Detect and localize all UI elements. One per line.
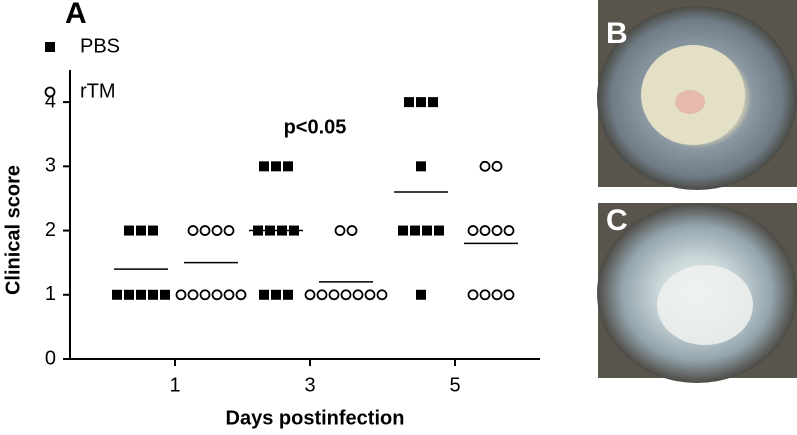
point xyxy=(148,289,158,300)
point xyxy=(283,161,293,172)
point xyxy=(112,289,122,300)
point xyxy=(124,289,134,300)
point xyxy=(223,289,235,301)
point xyxy=(428,97,438,108)
point xyxy=(491,289,503,301)
point xyxy=(136,289,146,300)
point xyxy=(136,225,146,236)
point xyxy=(148,225,158,236)
point xyxy=(235,289,247,301)
point xyxy=(467,225,479,236)
x-tick-label: 1 xyxy=(169,374,180,396)
point xyxy=(376,289,388,301)
legend-marker xyxy=(45,42,55,52)
point xyxy=(398,225,408,236)
point xyxy=(479,160,491,172)
y-tick-label: 3 xyxy=(45,155,56,177)
panel-label: A xyxy=(65,0,87,30)
point xyxy=(340,289,352,301)
point xyxy=(199,289,211,301)
point xyxy=(175,289,187,301)
photo-b xyxy=(597,0,797,190)
point xyxy=(416,161,426,172)
point xyxy=(223,225,235,236)
point xyxy=(503,225,515,236)
point xyxy=(410,225,420,236)
point xyxy=(416,289,426,300)
point xyxy=(211,289,223,301)
point xyxy=(364,289,376,301)
panel-label: B xyxy=(606,17,628,50)
point xyxy=(334,225,346,236)
point xyxy=(503,289,515,301)
point xyxy=(259,289,269,300)
point xyxy=(259,161,269,172)
legend-label: PBS xyxy=(80,35,120,57)
point xyxy=(404,97,414,108)
y-axis-title: Clinical score xyxy=(2,165,24,295)
x-tick-label: 5 xyxy=(449,374,460,396)
point xyxy=(328,289,340,301)
y-tick-label: 0 xyxy=(45,347,56,369)
point xyxy=(346,225,358,236)
x-tick-label: 3 xyxy=(304,374,315,396)
point xyxy=(271,289,281,300)
point xyxy=(491,225,503,236)
point xyxy=(160,289,170,300)
point xyxy=(491,160,503,172)
point xyxy=(199,225,211,236)
legend-label: rTM xyxy=(80,80,116,102)
point xyxy=(416,97,426,108)
y-tick-label: 4 xyxy=(45,90,56,112)
x-axis-title: Days postinfection xyxy=(226,407,405,429)
point xyxy=(434,225,444,236)
point xyxy=(211,225,223,236)
point xyxy=(304,289,316,301)
point xyxy=(479,225,491,236)
annotation: p<0.05 xyxy=(284,116,347,138)
point xyxy=(479,289,491,301)
panel-label: C xyxy=(606,204,628,237)
point xyxy=(352,289,364,301)
point xyxy=(422,225,432,236)
y-tick-label: 2 xyxy=(45,219,56,241)
point xyxy=(316,289,328,301)
point xyxy=(271,161,281,172)
legend-marker xyxy=(44,86,56,98)
point xyxy=(187,289,199,301)
y-tick-label: 1 xyxy=(45,283,56,305)
point xyxy=(283,289,293,300)
point xyxy=(187,225,199,236)
photo-c xyxy=(597,203,797,383)
point xyxy=(124,225,134,236)
point xyxy=(467,289,479,301)
